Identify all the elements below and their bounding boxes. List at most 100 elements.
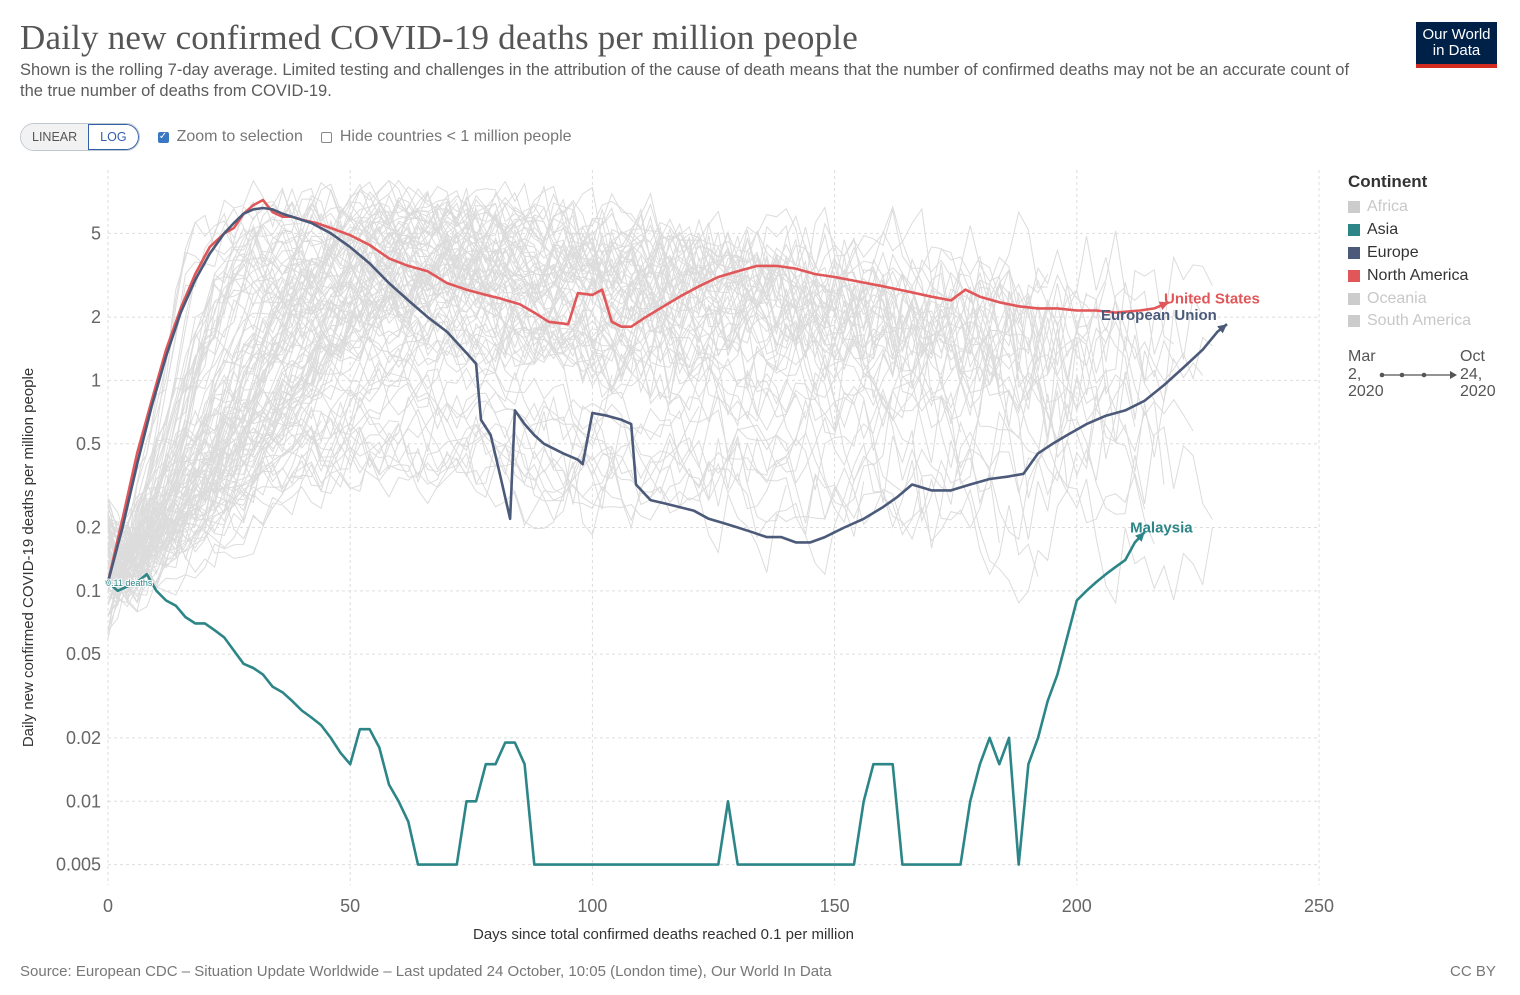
- legend-swatch: [1348, 315, 1360, 328]
- background-country-line: [107, 367, 1146, 591]
- background-country-line: [107, 367, 806, 604]
- background-country-line: [107, 214, 496, 615]
- timeline-end-month: Oct: [1460, 348, 1485, 365]
- background-country-line: [107, 321, 797, 566]
- x-tick-label: 200: [1062, 896, 1092, 916]
- y-tick-label: 5: [91, 223, 101, 243]
- series-line-malaysia[interactable]: [107, 531, 1146, 866]
- timeline-start-handle[interactable]: [1379, 372, 1385, 378]
- background-country-line: [107, 272, 322, 587]
- legend-label: Asia: [1367, 221, 1399, 239]
- x-tick-label: 250: [1304, 896, 1334, 916]
- legend-label: Oceania: [1367, 289, 1427, 307]
- background-country-line: [107, 422, 1213, 605]
- scale-toggle: LINEAR LOG: [20, 123, 140, 151]
- y-tick-label: 0.02: [66, 728, 101, 748]
- zoom-checkbox[interactable]: ✓: [157, 131, 169, 143]
- series-line-united-states[interactable]: [106, 198, 1170, 583]
- series-arrow: [1158, 301, 1169, 310]
- x-tick-label: 150: [820, 896, 850, 916]
- source-note[interactable]: Source: European CDC – Situation Update …: [20, 963, 832, 980]
- background-country-line: [107, 249, 1213, 568]
- background-country-line: [107, 179, 700, 630]
- chart-controls: LINEAR LOG ✓ Zoom to selection Hide coun…: [20, 123, 572, 151]
- timeline-handle[interactable]: [1399, 372, 1405, 378]
- y-tick-label: 0.05: [66, 644, 101, 664]
- chart-subtitle: Shown is the rolling 7-day average. Limi…: [20, 61, 1350, 100]
- series-arrow: [1217, 324, 1227, 334]
- background-country-line: [107, 235, 1136, 554]
- legend-item-south-america[interactable]: South America: [1348, 310, 1471, 333]
- x-axis-label: Days since total confirmed deaths reache…: [473, 926, 854, 943]
- background-country-line: [107, 190, 739, 565]
- background-country-line: [107, 422, 613, 604]
- legend-swatch: [1348, 246, 1360, 259]
- background-country-line: [107, 256, 1117, 579]
- zoom-to-selection-option[interactable]: ✓ Zoom to selection: [157, 128, 303, 146]
- background-country-line: [107, 235, 961, 602]
- y-tick-label: 2: [91, 307, 101, 327]
- series-arrow: [1135, 532, 1145, 542]
- series-line-european-union[interactable]: [106, 206, 1228, 583]
- legend-title: Continent: [1348, 172, 1428, 191]
- background-country-line: [107, 179, 748, 584]
- logo-line-1: Our World: [1422, 26, 1491, 43]
- legend-items: Africa Asia Europe North America Oceania Sout…: [1348, 196, 1471, 333]
- legend-label: Europe: [1367, 243, 1419, 261]
- chart-title: Daily new confirmed COVID-19 deaths per …: [20, 18, 858, 57]
- background-country-line: [107, 251, 487, 588]
- legend-item-oceania[interactable]: Oceania: [1348, 287, 1471, 310]
- y-tick-label: 0.1: [76, 581, 101, 601]
- legend-label: Africa: [1367, 198, 1408, 216]
- legend-item-europe[interactable]: Europe: [1348, 242, 1471, 265]
- legend-swatch: [1348, 269, 1360, 282]
- background-country-line: [107, 225, 506, 574]
- background-country-line: [107, 216, 671, 569]
- series-label: Malaysia: [1130, 520, 1193, 537]
- background-country-line: [107, 180, 1175, 545]
- license-label[interactable]: CC BY: [1450, 963, 1496, 980]
- log-scale-button[interactable]: LOG: [88, 124, 139, 150]
- y-tick-label: 0.005: [56, 855, 101, 875]
- background-country-line: [107, 244, 487, 566]
- timeline-start: Mar 2, 2020: [1348, 348, 1384, 401]
- hide-small-countries-option[interactable]: Hide countries < 1 million people: [320, 128, 572, 146]
- y-tick-label: 0.01: [66, 791, 101, 811]
- background-country-line: [107, 186, 535, 569]
- background-country-line: [107, 426, 613, 612]
- background-country-line: [107, 414, 1000, 582]
- background-country-line: [107, 223, 351, 590]
- timeline-start-day: 2,: [1348, 365, 1362, 383]
- legend-item-north-america[interactable]: North America: [1348, 264, 1471, 287]
- timeline-slider[interactable]: [1378, 365, 1458, 385]
- timeline-handle[interactable]: [1421, 372, 1427, 378]
- timeline-start-year: 2020: [1348, 383, 1384, 400]
- y-tick-label: 0.2: [76, 518, 101, 538]
- background-country-line: [107, 193, 1048, 567]
- background-country-line: [107, 263, 1039, 569]
- timeline: Mar 2, 2020 Oct 24, 2020: [1348, 348, 1498, 408]
- legend-item-asia[interactable]: Asia: [1348, 219, 1471, 242]
- continent-legend: Continent Africa Asia Europe North America O…: [1348, 172, 1471, 333]
- series-label: United States: [1164, 291, 1260, 308]
- owid-logo[interactable]: Our World in Data: [1416, 22, 1497, 68]
- timeline-start-month: Mar: [1348, 348, 1376, 365]
- background-country-line: [107, 257, 1029, 585]
- y-tick-label: 1: [91, 370, 101, 390]
- legend-item-africa[interactable]: Africa: [1348, 196, 1471, 219]
- logo-line-2: in Data: [1432, 42, 1481, 59]
- timeline-end: Oct 24, 2020: [1460, 348, 1496, 401]
- legend-label: North America: [1367, 266, 1469, 284]
- background-country-line: [107, 226, 1049, 580]
- hide-countries-checkbox[interactable]: [320, 131, 332, 143]
- background-country-line: [107, 353, 1213, 563]
- start-annotation: 0.11 deaths: [106, 578, 153, 588]
- background-country-line: [107, 183, 690, 552]
- linear-scale-button[interactable]: LINEAR: [21, 124, 89, 150]
- background-country-line: [107, 204, 748, 567]
- series-label: European Union: [1101, 307, 1217, 324]
- background-country-line: [107, 379, 865, 552]
- legend-swatch: [1348, 292, 1360, 305]
- legend-swatch: [1348, 224, 1360, 237]
- background-country-line: [107, 229, 1155, 564]
